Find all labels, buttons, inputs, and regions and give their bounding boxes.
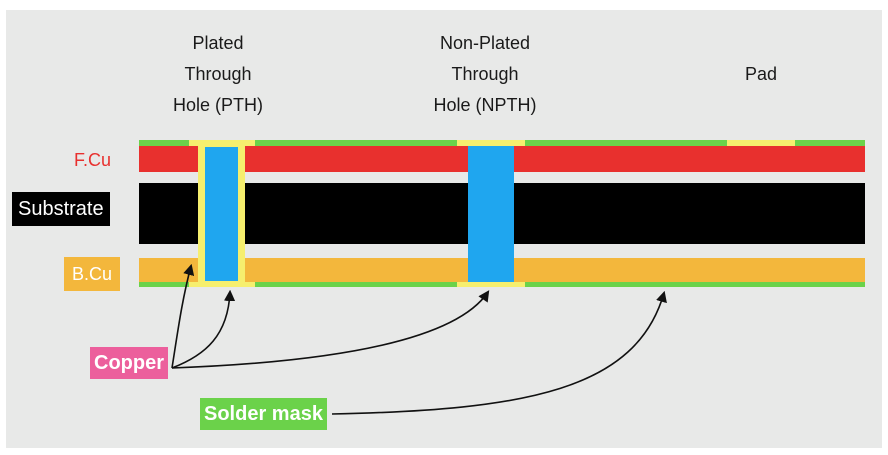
npth-title: Non-Plated Through Hole (NPTH) — [433, 33, 537, 115]
npth-bottom-ring — [457, 282, 525, 287]
back-copper-label: B.Cu — [64, 257, 121, 291]
npth-hole — [468, 146, 514, 282]
diagram-canvas: Plated Through Hole (PTH) Non-Plated Thr… — [6, 10, 882, 448]
front-copper-label: F.Cu — [74, 150, 112, 170]
copper-tag: Copper — [90, 347, 168, 379]
solder-mask-arrow — [331, 290, 667, 415]
copper-arrow-pth-left — [171, 263, 195, 369]
solder-mask-tag: Solder mask — [200, 398, 327, 430]
pth-hole — [205, 147, 238, 281]
copper-arrow-pth-right — [171, 289, 236, 369]
pad-title: Pad — [744, 64, 778, 84]
copper-arrow-npth — [171, 290, 490, 369]
pcb-cross-section — [139, 140, 865, 415]
substrate-label: Substrate — [12, 192, 110, 226]
pth-title: Plated Through Hole (PTH) — [172, 33, 263, 115]
npth-top-ring — [457, 140, 525, 146]
pad-top-plating — [727, 140, 795, 146]
